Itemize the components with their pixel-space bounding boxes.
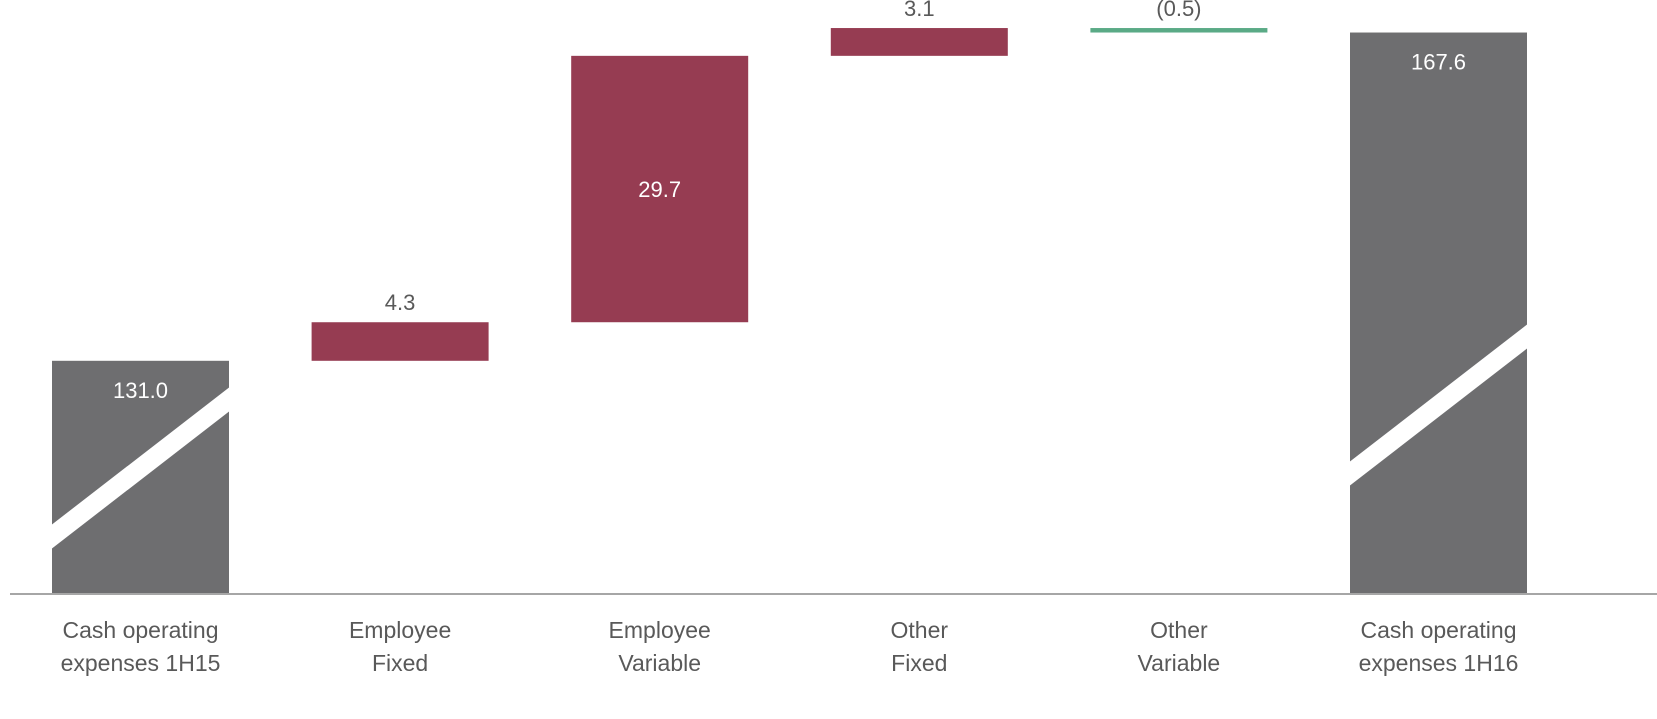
value-labels-group: 131.0 4.3 29.7 3.1 (0.5) 167.6 <box>113 0 1466 403</box>
bar-5 <box>1350 32 1527 595</box>
bar-4 <box>1090 28 1268 33</box>
value-label-5: 167.6 <box>1411 50 1466 75</box>
value-label-2: 29.7 <box>638 177 681 202</box>
category-label-0-line-0: Cash operating <box>63 617 219 643</box>
category-label-5-line-0: Cash operating <box>1361 617 1517 643</box>
bar-3 <box>830 28 1008 56</box>
category-label-1-line-0: Employee <box>349 617 451 643</box>
bar-2 <box>571 55 749 323</box>
value-label-3: 3.1 <box>904 0 935 21</box>
category-label-2-line-0: Employee <box>609 617 711 643</box>
value-label-4: (0.5) <box>1156 0 1201 21</box>
category-label-3-line-1: Fixed <box>891 650 947 676</box>
category-label-1-line-1: Fixed <box>372 650 428 676</box>
category-labels-group: Cash operating expenses 1H15 Employee Fixed… <box>61 617 1519 676</box>
category-label-4-line-0: Other <box>1150 617 1208 643</box>
value-label-0: 131.0 <box>113 378 168 403</box>
category-label-4-line-1: Variable <box>1138 650 1221 676</box>
bars-group <box>50 28 1529 595</box>
value-label-1: 4.3 <box>385 290 416 315</box>
bar-1 <box>311 322 489 361</box>
category-label-0-line-1: expenses 1H15 <box>61 650 221 676</box>
category-label-5-line-1: expenses 1H16 <box>1359 650 1519 676</box>
category-label-2-line-1: Variable <box>618 650 701 676</box>
axis-break-stripe-5 <box>1348 323 1529 487</box>
category-label-3-line-0: Other <box>891 617 949 643</box>
axis-break-stripe-0 <box>50 386 231 550</box>
